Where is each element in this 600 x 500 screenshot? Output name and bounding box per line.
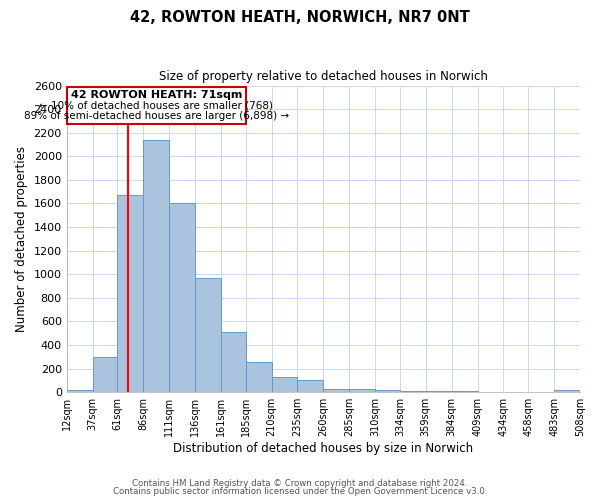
- Bar: [554, 390, 580, 392]
- X-axis label: Distribution of detached houses by size in Norwich: Distribution of detached houses by size …: [173, 442, 473, 455]
- Bar: [298, 380, 323, 392]
- Bar: [246, 362, 272, 392]
- Bar: [118, 195, 143, 392]
- Text: ← 10% of detached houses are smaller (768): ← 10% of detached houses are smaller (76…: [39, 100, 273, 110]
- Bar: [195, 278, 221, 392]
- Bar: [323, 388, 349, 392]
- Bar: [400, 391, 426, 392]
- Text: Contains public sector information licensed under the Open Government Licence v3: Contains public sector information licen…: [113, 487, 487, 496]
- Bar: [92, 358, 118, 392]
- Bar: [169, 204, 195, 392]
- Text: Contains HM Land Registry data © Crown copyright and database right 2024.: Contains HM Land Registry data © Crown c…: [132, 478, 468, 488]
- Title: Size of property relative to detached houses in Norwich: Size of property relative to detached ho…: [159, 70, 488, 83]
- Bar: [375, 390, 400, 392]
- Text: 42, ROWTON HEATH, NORWICH, NR7 0NT: 42, ROWTON HEATH, NORWICH, NR7 0NT: [130, 10, 470, 25]
- Text: 42 ROWTON HEATH: 71sqm: 42 ROWTON HEATH: 71sqm: [71, 90, 242, 100]
- Y-axis label: Number of detached properties: Number of detached properties: [15, 146, 28, 332]
- Bar: [67, 390, 92, 392]
- Bar: [272, 378, 298, 392]
- Bar: [143, 140, 169, 392]
- Text: 89% of semi-detached houses are larger (6,898) →: 89% of semi-detached houses are larger (…: [23, 112, 289, 122]
- Bar: [349, 389, 375, 392]
- Bar: [221, 332, 246, 392]
- FancyBboxPatch shape: [67, 86, 246, 124]
